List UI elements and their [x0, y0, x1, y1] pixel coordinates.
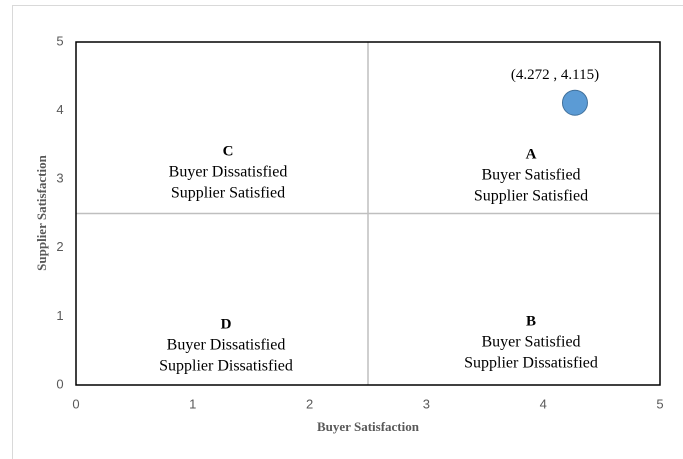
quadrant-letter: D [221, 316, 232, 332]
quadrant-letter: B [526, 313, 536, 329]
y-tick-label: 1 [56, 308, 63, 323]
x-tick-label: 0 [72, 396, 79, 411]
x-tick-label: 3 [423, 396, 430, 411]
x-tick-label: 1 [189, 396, 196, 411]
quadrant-text: Supplier Satisfied [474, 188, 588, 205]
quadrant-text: Supplier Dissatisfied [464, 355, 598, 372]
y-tick-label: 4 [56, 102, 63, 117]
x-tick-label: 2 [306, 396, 313, 411]
quadrant-text: Buyer Dissatisfied [167, 337, 286, 354]
quadrant-text: Buyer Satisfied [481, 167, 580, 184]
quadrant-letter: A [526, 146, 537, 162]
x-tick-label: 4 [540, 396, 547, 411]
quadrant-text: Supplier Dissatisfied [159, 358, 293, 375]
data-label: (4.272 , 4.115) [511, 67, 599, 83]
quadrant-text: Buyer Dissatisfied [169, 164, 288, 181]
y-tick-label: 0 [56, 376, 63, 391]
quadrant-text: Buyer Satisfied [481, 334, 580, 351]
data-point [561, 89, 588, 116]
x-tick-label: 5 [656, 396, 663, 411]
plot-border [75, 41, 661, 386]
y-tick-label: 2 [56, 239, 63, 254]
chart-frame [12, 5, 683, 459]
x-axis-label: Buyer Satisfaction [317, 419, 420, 434]
quadrant-letter: C [223, 143, 234, 159]
y-tick-label: 3 [56, 171, 63, 186]
y-axis-label: Supplier Satisfaction [34, 154, 49, 270]
y-tick-label: 5 [56, 33, 63, 48]
quadrant-text: Supplier Satisfied [171, 185, 285, 202]
